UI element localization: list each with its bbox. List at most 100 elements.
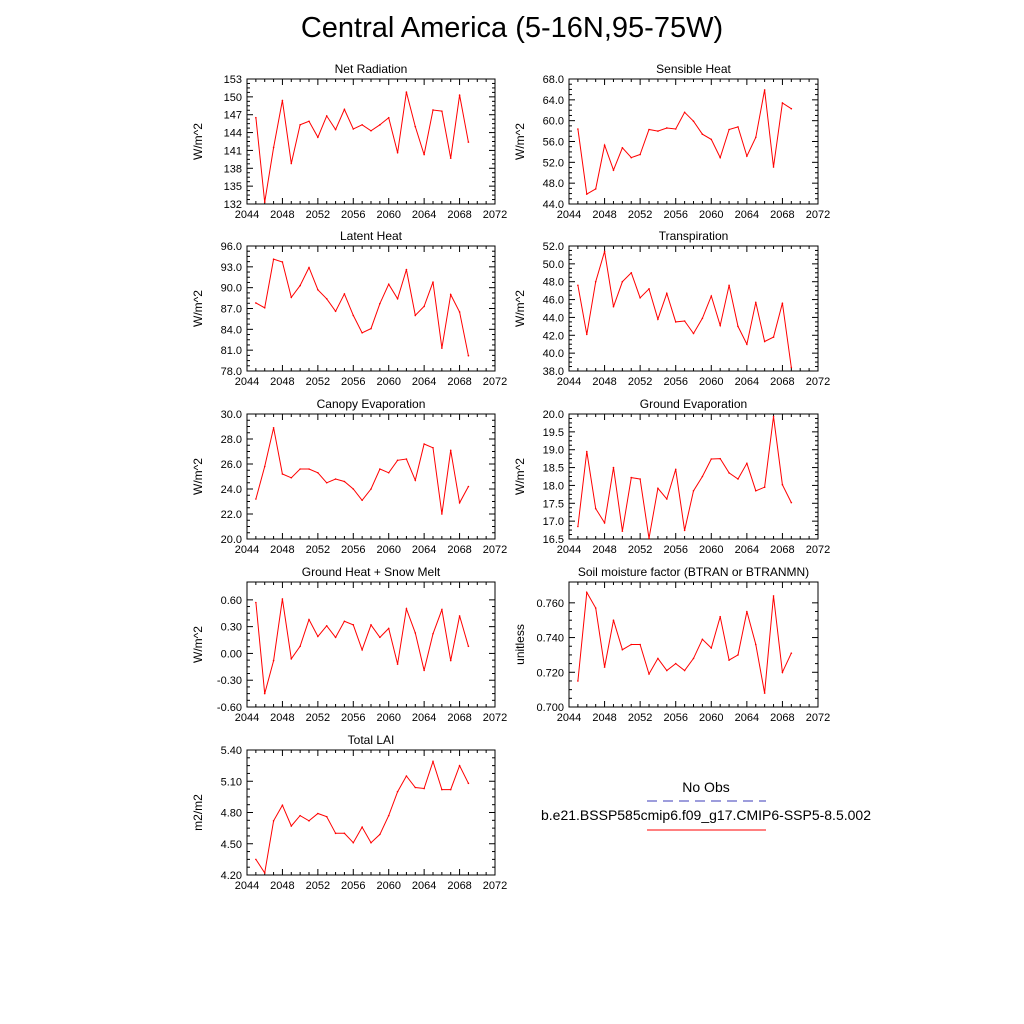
y-tick-label: 44.0 xyxy=(543,312,564,324)
data-point xyxy=(458,764,461,767)
chart-panel-3: Latent Heat W/m^2 2044 2048 2052 2056 2060 2064… xyxy=(191,229,507,388)
data-point xyxy=(683,320,686,322)
data-point xyxy=(772,415,775,418)
x-tick-label: 2044 xyxy=(235,209,259,221)
x-tick-label: 2060 xyxy=(699,209,723,221)
data-point xyxy=(772,595,775,597)
data-point xyxy=(272,659,275,662)
data-point xyxy=(423,787,425,790)
data-point xyxy=(343,293,346,295)
data-point xyxy=(299,284,301,287)
data-point xyxy=(352,128,355,130)
data-point xyxy=(379,636,381,639)
data-point xyxy=(692,489,695,492)
data-point xyxy=(379,468,381,470)
y-axis-label: W/m^2 xyxy=(513,123,527,160)
data-point xyxy=(441,608,443,611)
x-tick-label: 2068 xyxy=(447,880,471,892)
data-point xyxy=(612,169,615,171)
x-tick-label: 2048 xyxy=(592,544,616,556)
data-point xyxy=(458,615,461,617)
y-tick-label: 0.760 xyxy=(536,598,564,610)
data-point xyxy=(737,325,739,328)
x-tick-label: 2048 xyxy=(270,544,294,556)
series-line xyxy=(577,251,792,368)
data-point xyxy=(666,498,668,500)
data-point xyxy=(666,669,668,672)
legend: No Obs b.e21.BSSP585cmip6.f09_g17.CMIP6-S… xyxy=(541,779,871,831)
y-tick-label: 56.0 xyxy=(543,137,564,149)
data-point xyxy=(334,128,337,131)
x-tick-label: 2072 xyxy=(806,209,830,221)
data-point xyxy=(441,110,443,112)
y-tick-label: 0.720 xyxy=(536,667,564,679)
data-point xyxy=(272,426,275,429)
chart-panel-5: Canopy Evaporation W/m^2 2044 2048 2052 2056 2… xyxy=(191,397,507,556)
data-point xyxy=(343,108,346,111)
data-point xyxy=(577,284,579,287)
y-tick-label: 96.0 xyxy=(221,241,242,253)
data-point xyxy=(308,120,310,123)
x-tick-label: 2072 xyxy=(483,544,507,556)
data-point xyxy=(683,111,686,114)
data-point xyxy=(692,657,695,660)
data-point xyxy=(657,318,659,321)
series-line xyxy=(255,91,469,203)
data-point xyxy=(441,513,443,515)
x-tick-label: 2064 xyxy=(412,544,436,556)
x-tick-label: 2052 xyxy=(306,544,330,556)
data-point xyxy=(361,826,363,828)
y-tick-label: 40.0 xyxy=(543,348,564,360)
plot-frame xyxy=(568,78,819,205)
data-point xyxy=(263,307,266,309)
plot-frame xyxy=(246,581,496,708)
x-tick-label: 2056 xyxy=(663,544,687,556)
chart-title: Soil moisture factor (BTRAN or BTRANMN) xyxy=(578,565,809,579)
data-point xyxy=(728,659,730,661)
data-point xyxy=(728,128,730,131)
y-tick-label: 17.0 xyxy=(543,516,564,528)
y-tick-label: -0.30 xyxy=(217,675,242,687)
data-point xyxy=(790,652,793,654)
data-point xyxy=(272,258,275,260)
data-point xyxy=(308,266,310,269)
data-point xyxy=(387,627,390,630)
data-point xyxy=(639,478,641,480)
chart-panel-2: Sensible Heat W/m^2 2044 2048 2052 2056 2060 20… xyxy=(513,62,830,221)
y-tick-label: 87.0 xyxy=(221,304,242,316)
legend-model-label: b.e21.BSSP585cmip6.f09_g17.CMIP6-SSP5-8.… xyxy=(541,807,871,823)
data-point xyxy=(746,610,748,613)
data-point xyxy=(612,466,615,469)
y-tick-label: 90.0 xyxy=(221,283,242,295)
data-point xyxy=(334,636,337,639)
x-tick-label: 2056 xyxy=(341,544,365,556)
data-point xyxy=(594,280,597,283)
data-point xyxy=(467,485,470,488)
data-point xyxy=(603,250,606,253)
y-tick-label: 20.0 xyxy=(543,409,564,421)
data-point xyxy=(746,462,748,465)
data-point xyxy=(281,261,284,263)
x-tick-label: 2068 xyxy=(447,376,471,388)
x-tick-label: 2056 xyxy=(341,209,365,221)
data-point xyxy=(683,669,686,672)
data-point xyxy=(754,489,757,492)
y-tick-label: 0.00 xyxy=(221,648,242,660)
data-point xyxy=(370,129,372,132)
data-point xyxy=(763,340,766,343)
y-tick-label: 30.0 xyxy=(221,409,242,421)
data-point xyxy=(317,471,319,474)
data-point xyxy=(272,146,275,149)
x-tick-label: 2044 xyxy=(235,544,259,556)
data-point xyxy=(352,314,355,317)
data-point xyxy=(432,281,434,283)
y-tick-label: 17.5 xyxy=(543,498,564,510)
data-point xyxy=(317,635,319,638)
y-tick-label: 93.0 xyxy=(221,262,242,274)
x-tick-label: 2072 xyxy=(806,544,830,556)
data-point xyxy=(594,607,597,609)
plot-frame xyxy=(246,413,496,540)
y-tick-label: 138 xyxy=(224,163,242,175)
data-point xyxy=(370,327,372,330)
data-point xyxy=(790,107,793,110)
